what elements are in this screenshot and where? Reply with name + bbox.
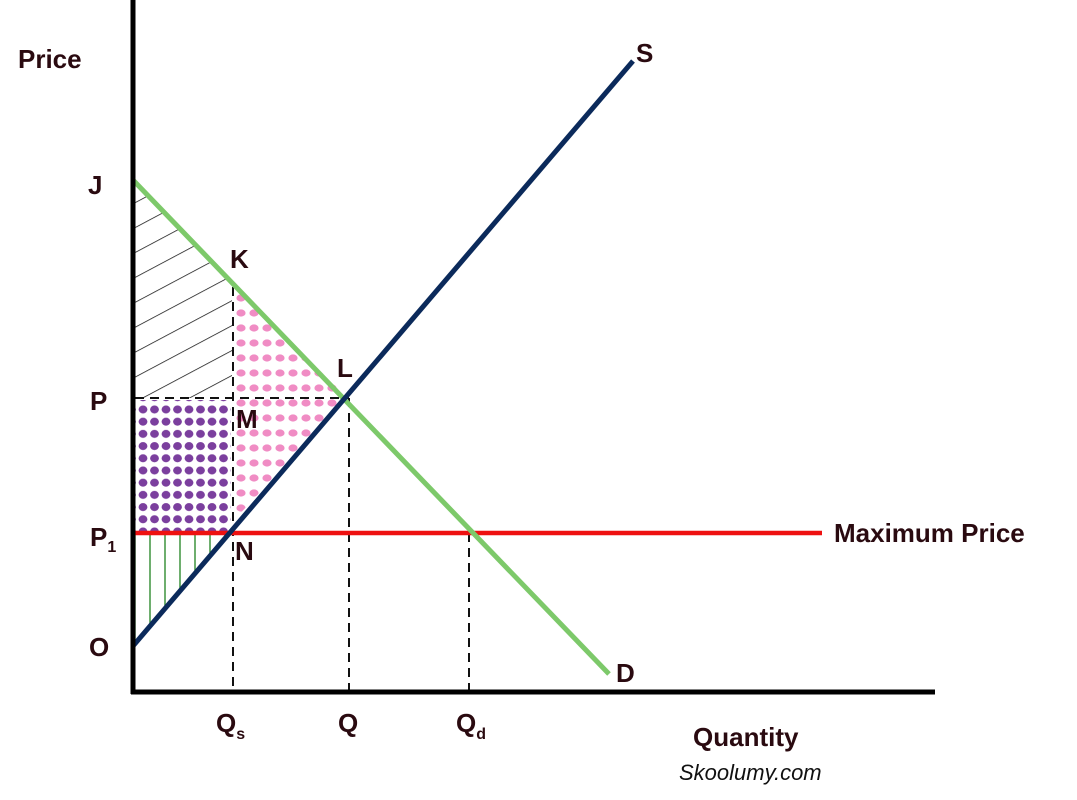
- price-label-o: O: [89, 632, 109, 662]
- point-label-k: K: [230, 244, 249, 274]
- demand-curve-label: D: [616, 658, 635, 688]
- point-label-n: N: [235, 536, 254, 566]
- price-label-p1: P1: [90, 522, 116, 556]
- price-label-p: P: [90, 386, 107, 416]
- quantity-label-qs: Qs: [216, 708, 245, 743]
- supply-curve-label: S: [636, 38, 653, 68]
- demand-curve: [131, 178, 611, 676]
- maximum-price-label: Maximum Price: [834, 518, 1025, 548]
- quantity-label-q: Q: [338, 708, 358, 738]
- point-label-m: M: [236, 404, 258, 434]
- y-axis-label: Price: [18, 44, 82, 74]
- point-label-l: L: [337, 353, 353, 383]
- price-label-j: J: [88, 170, 102, 200]
- quantity-label-qd: Qd: [456, 708, 486, 743]
- x-axis-label: Quantity: [693, 722, 799, 752]
- supply-curve: [131, 59, 635, 648]
- source-credit: Skoolumy.com: [679, 760, 822, 785]
